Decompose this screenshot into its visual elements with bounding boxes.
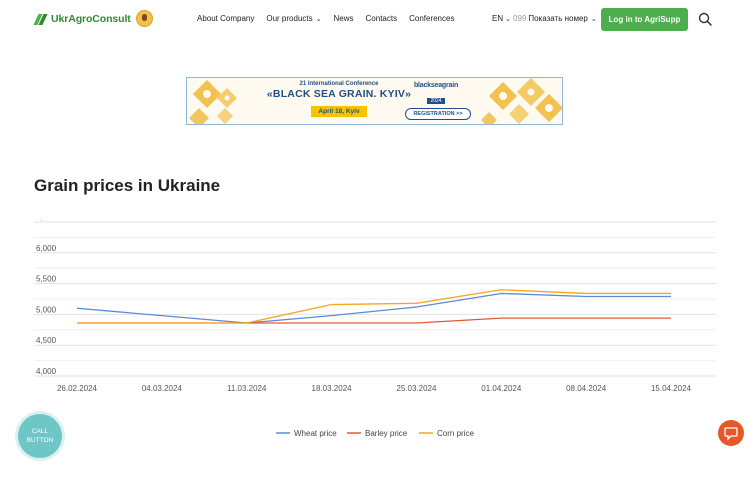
chevron-down-icon: ⌄ (315, 15, 322, 23)
chevron-down-icon: ⌄ (590, 15, 597, 23)
conference-banner[interactable]: 21 International Conference «BLACK SEA G… (186, 77, 563, 125)
banner-title: «BLACK SEA GRAIN. KYIV» (266, 88, 412, 100)
x-tick-label: 26.02.2024 (57, 384, 98, 393)
series-line-barley-price[interactable] (77, 317, 671, 324)
phone-reveal[interactable]: 099 Показать номер ⌄ (513, 14, 597, 23)
chevron-down-icon: ⌄ (505, 15, 511, 23)
bsg-logo-text: blackseagrain (413, 82, 459, 89)
call-button-line1: CALL (31, 428, 49, 435)
nav-our-products[interactable]: Our products ⌄ (266, 14, 321, 23)
x-tick-label: 15.04.2024 (651, 384, 692, 393)
y-tick-label: 6,500 (36, 220, 57, 222)
x-tick-label: 18.03.2024 (312, 384, 353, 393)
legend-item[interactable]: Corn price (419, 429, 474, 438)
nav-about-company[interactable]: About Company (197, 14, 254, 23)
nav-label: Conferences (409, 14, 455, 23)
phone-prefix: 099 (513, 14, 527, 23)
ornament-left-icon (189, 80, 237, 124)
grain-prices-chart: 6,500 6,000 5,500 5,000 4,500 4,000 26.02.202… (34, 220, 716, 438)
nav-label: Our products (266, 14, 313, 23)
y-tick-label: 4,000 (36, 367, 57, 376)
y-tick-label: 6,000 (36, 244, 57, 253)
bsg-logo-year: 2024 (427, 98, 445, 104)
call-button-line2: BUTTON (26, 437, 54, 444)
chat-bubble-icon (724, 427, 738, 441)
black-sea-grain-logo: blackseagrain 2024 (406, 82, 466, 107)
search-icon[interactable] (698, 12, 712, 26)
legend-label: Barley price (365, 429, 408, 438)
x-tick-label: 01.04.2024 (481, 384, 522, 393)
logo-text: UkrAgroConsult (51, 12, 131, 25)
series-line-wheat-price[interactable] (76, 292, 671, 324)
registration-button[interactable]: REGISTRATION >> (405, 108, 471, 120)
nav-label: Contacts (365, 14, 398, 23)
legend-label: Wheat price (294, 429, 337, 438)
nav-label: About Company (197, 14, 255, 23)
series-line-corn-price[interactable] (77, 289, 671, 324)
legend-item[interactable]: Wheat price (276, 429, 337, 438)
logo-mark-icon (33, 12, 48, 26)
banner-text: 21 International Conference «BLACK SEA G… (249, 81, 429, 118)
call-button[interactable]: CALL BUTTON (18, 414, 62, 458)
chat-button[interactable] (718, 420, 744, 446)
main-nav: About Company Our products ⌄ News Contac… (197, 14, 466, 23)
nav-label: News (333, 14, 354, 23)
x-tick-label: 25.03.2024 (396, 384, 437, 393)
x-tick-label: 11.03.2024 (227, 384, 267, 393)
y-tick-label: 5,000 (36, 305, 57, 314)
nav-conferences[interactable]: Conferences (409, 14, 454, 23)
banner-date: April 18, Kyiv (311, 106, 367, 117)
nav-news[interactable]: News (334, 14, 354, 23)
site-header: UkrAgroConsult About Company Our product… (0, 0, 748, 38)
y-tick-label: 4,500 (36, 336, 57, 345)
x-tick-label: 04.03.2024 (142, 384, 183, 393)
x-tick-label: 08.04.2024 (566, 384, 607, 393)
legend-label: Corn price (437, 429, 474, 438)
legend-item[interactable]: Barley price (347, 429, 408, 438)
phone-label: Показать номер (528, 14, 588, 23)
nav-contacts[interactable]: Contacts (366, 14, 398, 23)
site-logo[interactable]: UkrAgroConsult (33, 10, 153, 27)
login-button[interactable]: Log in to AgriSupp (601, 8, 688, 31)
language-selector[interactable]: EN ⌄ (492, 14, 511, 23)
ornament-right-icon (481, 78, 562, 124)
language-label: EN (492, 14, 504, 23)
y-tick-label: 5,500 (36, 275, 57, 284)
logo-mascot-icon (135, 10, 153, 27)
section-title: Grain prices in Ukraine (34, 176, 221, 195)
banner-subtitle: 21 International Conference (299, 81, 379, 87)
